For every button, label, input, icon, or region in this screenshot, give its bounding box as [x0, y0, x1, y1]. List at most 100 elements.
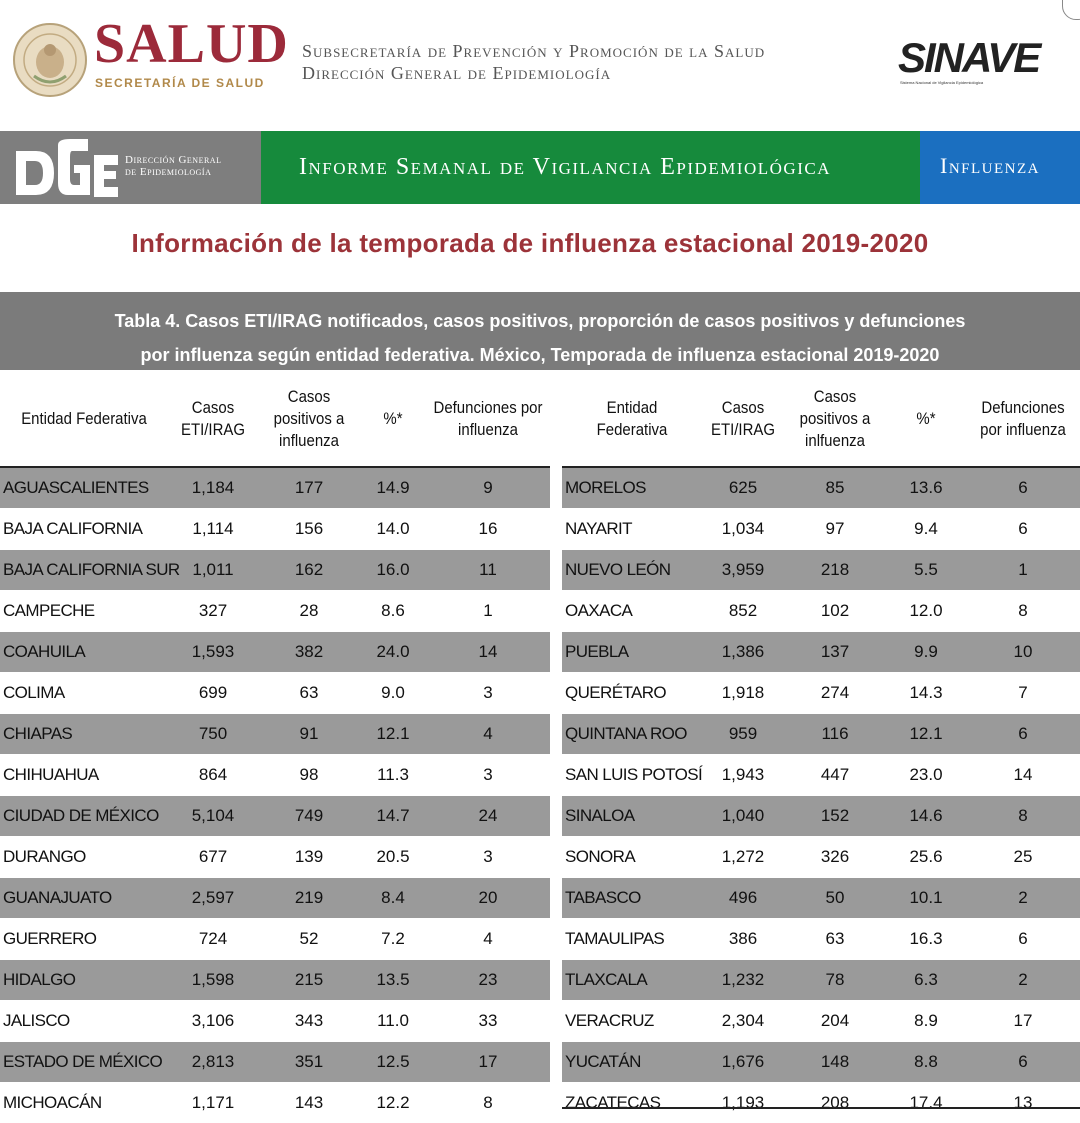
defunciones-value: 16 [426, 509, 550, 550]
state-name: YUCATÁN [562, 1042, 702, 1083]
casos-eti-value: 1,034 [702, 509, 784, 550]
table-caption: Tabla 4. Casos ETI/IRAG notificados, cas… [0, 292, 1080, 370]
porcentaje-value: 14.7 [360, 796, 426, 837]
state-name: AGUASCALIENTES [0, 467, 168, 509]
casos-positivos-value: 351 [258, 1042, 360, 1083]
defunciones-value: 6 [966, 919, 1080, 960]
casos-eti-value: 1,114 [168, 509, 258, 550]
corner-decoration [1062, 0, 1080, 20]
porcentaje-value: 12.1 [360, 714, 426, 755]
state-name: DURANGO [0, 837, 168, 878]
secretaria-label: SECRETARÍA DE SALUD [95, 76, 265, 90]
defunciones-value: 8 [966, 796, 1080, 837]
casos-eti-value: 677 [168, 837, 258, 878]
dge-block: Dirección General de Epidemiología [0, 131, 261, 204]
casos-eti-value: 1,272 [702, 837, 784, 878]
casos-eti-value: 1,232 [702, 960, 784, 1001]
state-name: CHIAPAS [0, 714, 168, 755]
defunciones-value: 33 [426, 1001, 550, 1042]
casos-eti-value: 1,943 [702, 755, 784, 796]
casos-eti-value: 724 [168, 919, 258, 960]
defunciones-value: 11 [426, 550, 550, 591]
sinave-caption: Sistema Nacional de Vigilancia Epidemiol… [900, 80, 983, 85]
casos-eti-value: 2,813 [168, 1042, 258, 1083]
porcentaje-value: 8.4 [360, 878, 426, 919]
state-name: BAJA CALIFORNIA [0, 509, 168, 550]
defunciones-value: 1 [966, 550, 1080, 591]
casos-positivos-value: 218 [784, 550, 886, 591]
defunciones-value: 17 [966, 1001, 1080, 1042]
header-casos-eti: Casos ETI/IRAG [173, 372, 252, 467]
sinave-logo: SINAVE Sistema Nacional de Vigilancia Ep… [898, 34, 1048, 94]
influenza-tag: Influenza [920, 131, 1080, 204]
casos-positivos-value: 50 [784, 878, 886, 919]
header-porcentaje: %* [891, 372, 961, 467]
casos-eti-value: 699 [168, 673, 258, 714]
casos-eti-value: 625 [702, 467, 784, 509]
casos-positivos-value: 137 [784, 632, 886, 673]
casos-eti-value: 1,386 [702, 632, 784, 673]
casos-positivos-value: 148 [784, 1042, 886, 1083]
casos-positivos-value: 85 [784, 467, 886, 509]
state-name: HIDALGO [0, 960, 168, 1001]
casos-eti-value: 1,593 [168, 632, 258, 673]
defunciones-value: 14 [966, 755, 1080, 796]
casos-eti-value: 5,104 [168, 796, 258, 837]
state-name: TAMAULIPAS [562, 919, 702, 960]
state-name: NUEVO LEÓN [562, 550, 702, 591]
defunciones-value: 2 [966, 878, 1080, 919]
defunciones-value: 8 [426, 1083, 550, 1123]
state-name: QUINTANA ROO [562, 714, 702, 755]
casos-positivos-value: 116 [784, 714, 886, 755]
defunciones-value: 14 [426, 632, 550, 673]
state-name: SONORA [562, 837, 702, 878]
state-name: CIUDAD DE MÉXICO [0, 796, 168, 837]
page-title: Información de la temporada de influenza… [0, 228, 1060, 259]
state-name: COAHUILA [0, 632, 168, 673]
casos-positivos-value: 63 [258, 673, 360, 714]
casos-positivos-value: 139 [258, 837, 360, 878]
casos-positivos-value: 177 [258, 467, 360, 509]
casos-positivos-value: 219 [258, 878, 360, 919]
defunciones-value: 24 [426, 796, 550, 837]
defunciones-value: 3 [426, 673, 550, 714]
defunciones-value: 25 [966, 837, 1080, 878]
casos-eti-value: 1,676 [702, 1042, 784, 1083]
casos-eti-value: 3,959 [702, 550, 784, 591]
casos-positivos-value: 152 [784, 796, 886, 837]
casos-positivos-value: 102 [784, 591, 886, 632]
state-name: GUERRERO [0, 919, 168, 960]
porcentaje-value: 16.3 [886, 919, 966, 960]
defunciones-value: 6 [966, 467, 1080, 509]
defunciones-value: 6 [966, 714, 1080, 755]
casos-positivos-value: 326 [784, 837, 886, 878]
porcentaje-value: 8.8 [886, 1042, 966, 1083]
porcentaje-value: 14.9 [360, 467, 426, 509]
state-name: JALISCO [0, 1001, 168, 1042]
state-name: VERACRUZ [562, 1001, 702, 1042]
header-defunciones: Defunciones por influenza [433, 372, 542, 467]
state-name: PUEBLA [562, 632, 702, 673]
porcentaje-value: 25.6 [886, 837, 966, 878]
defunciones-value: 4 [426, 714, 550, 755]
porcentaje-value: 20.5 [360, 837, 426, 878]
porcentaje-value: 8.9 [886, 1001, 966, 1042]
